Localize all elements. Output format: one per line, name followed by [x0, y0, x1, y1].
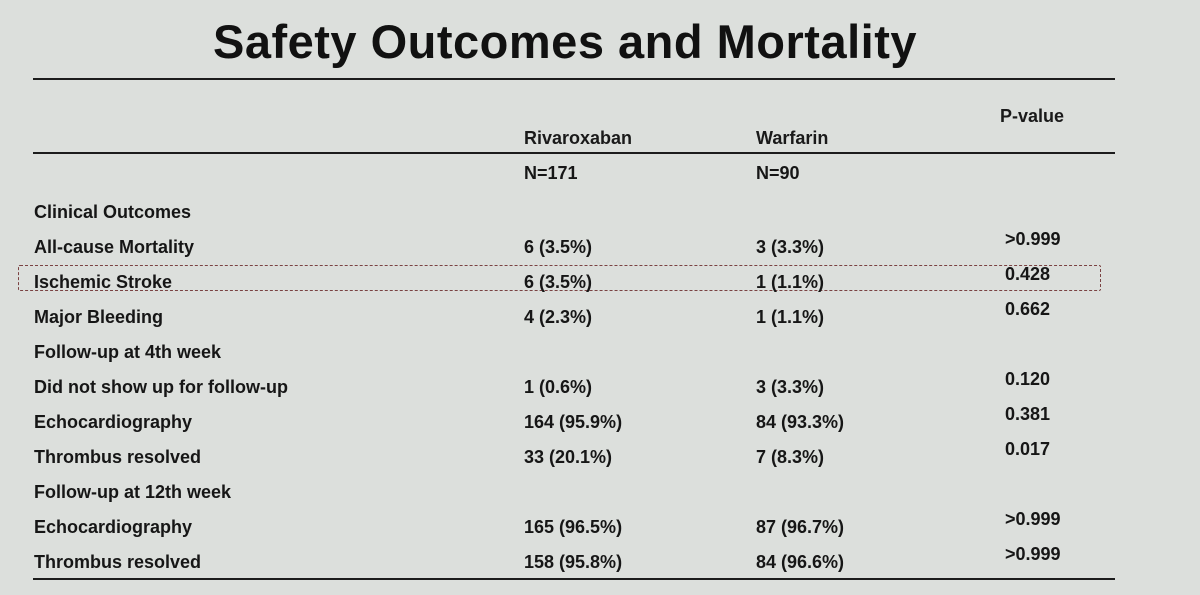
warfarin-value: 1 (1.1%) — [756, 307, 825, 327]
rivaroxaban-value: 164 (95.9%) — [524, 412, 623, 432]
p-value: 0.017 — [1005, 439, 1051, 459]
rivaroxaban-value: 165 (96.5%) — [524, 517, 623, 537]
p-value: 0.381 — [1005, 404, 1051, 424]
warfarin-value: 84 (93.3%) — [756, 412, 845, 432]
header-rule — [33, 152, 1115, 154]
n-warfarin: N=90 — [756, 163, 800, 183]
p-value: >0.999 — [1005, 509, 1061, 529]
top-rule — [33, 78, 1115, 80]
col-header-pvalue: P-value — [1000, 106, 1065, 126]
highlight-box — [18, 265, 1101, 291]
p-value: >0.999 — [1005, 229, 1061, 249]
col-header-warfarin: Warfarin — [756, 128, 829, 148]
row-label: Clinical Outcomes — [34, 202, 192, 222]
row-label: Follow-up at 4th week — [34, 342, 222, 362]
rivaroxaban-value: 33 (20.1%) — [524, 447, 613, 467]
warfarin-value: 3 (3.3%) — [756, 237, 825, 257]
rivaroxaban-value: 158 (95.8%) — [524, 552, 623, 572]
row-label: Thrombus resolved — [34, 552, 202, 572]
row-label: Ischemic Stroke — [34, 272, 173, 292]
p-value: >0.999 — [1005, 544, 1061, 564]
rivaroxaban-value: 6 (3.5%) — [524, 272, 593, 292]
row-label: Echocardiography — [34, 412, 193, 432]
warfarin-value: 7 (8.3%) — [756, 447, 825, 467]
warfarin-value: 84 (96.6%) — [756, 552, 845, 572]
p-value: 0.120 — [1005, 369, 1051, 389]
row-label: All-cause Mortality — [34, 237, 195, 257]
col-header-rivaroxaban: Rivaroxaban — [524, 128, 633, 148]
row-label: Thrombus resolved — [34, 447, 202, 467]
row-label: Major Bleeding — [34, 307, 164, 327]
rivaroxaban-value: 6 (3.5%) — [524, 237, 593, 257]
warfarin-value: 3 (3.3%) — [756, 377, 825, 397]
row-label: Echocardiography — [34, 517, 193, 537]
p-value: 0.662 — [1005, 299, 1051, 319]
row-label: Follow-up at 12th week — [34, 482, 232, 502]
rivaroxaban-value: 1 (0.6%) — [524, 377, 593, 397]
p-value: 0.428 — [1005, 264, 1051, 284]
warfarin-value: 87 (96.7%) — [756, 517, 845, 537]
slide-title: Safety Outcomes and Mortality — [213, 15, 917, 68]
n-rivaroxaban: N=171 — [524, 163, 578, 183]
warfarin-value: 1 (1.1%) — [756, 272, 825, 292]
bottom-rule — [33, 578, 1115, 580]
row-label: Did not show up for follow-up — [34, 377, 288, 397]
rivaroxaban-value: 4 (2.3%) — [524, 307, 593, 327]
